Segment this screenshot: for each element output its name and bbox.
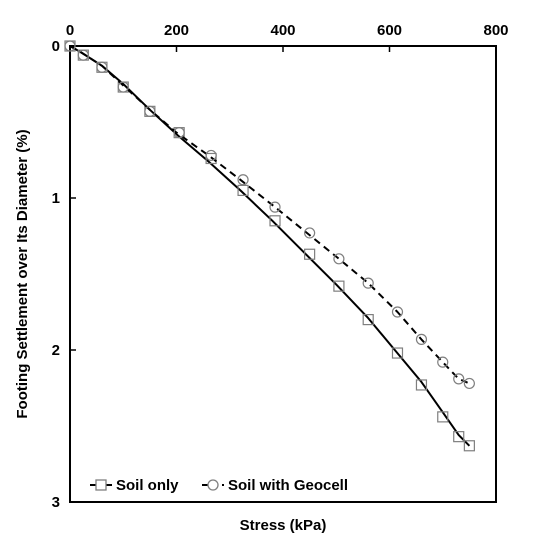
legend-marker-soil-with-geocell xyxy=(207,479,219,491)
data-point-soil-only xyxy=(453,431,465,443)
data-point-soil-with-geocell xyxy=(77,49,89,61)
data-point-soil-with-geocell xyxy=(96,61,108,73)
data-point-soil-with-geocell xyxy=(269,201,281,213)
series-layer xyxy=(64,40,475,452)
data-point-soil-only xyxy=(269,215,281,227)
ticks-layer: 0 200 400 600 800 0 1 2 3 xyxy=(52,22,509,511)
y-tick-label: 3 xyxy=(52,494,60,511)
x-tick-label: 400 xyxy=(270,22,295,39)
series-line-soil-with-geocell xyxy=(69,45,470,385)
y-tick-label: 2 xyxy=(52,342,60,359)
legend-marker-soil-only xyxy=(95,479,107,491)
data-point-soil-with-geocell xyxy=(463,377,475,390)
data-point-soil-only xyxy=(333,280,345,292)
data-point-soil-with-geocell xyxy=(333,253,345,265)
data-point-soil-with-geocell xyxy=(144,105,156,117)
data-point-soil-with-geocell xyxy=(304,227,316,239)
data-point-soil-with-geocell xyxy=(173,127,185,139)
data-point-soil-only xyxy=(237,184,249,196)
legend-label-soil-only: Soil only xyxy=(116,477,179,494)
data-point-soil-with-geocell xyxy=(437,356,449,368)
data-point-soil-only xyxy=(437,411,449,423)
data-point-soil-with-geocell xyxy=(64,40,76,52)
y-axis-title: Footing Settlement over Its Diameter (%) xyxy=(14,129,31,418)
data-point-soil-with-geocell xyxy=(391,306,404,318)
y-tick-label: 1 xyxy=(52,190,60,207)
data-point-soil-with-geocell xyxy=(117,81,129,93)
data-point-soil-only xyxy=(304,248,316,260)
legend: Soil only Soil with Geocell xyxy=(90,477,348,494)
data-point-soil-with-geocell xyxy=(453,373,465,385)
data-point-soil-only xyxy=(463,440,475,452)
data-point-soil-with-geocell xyxy=(415,333,428,345)
data-point-soil-with-geocell xyxy=(237,174,249,186)
data-point-soil-only xyxy=(362,314,374,326)
legend-label-soil-with-geocell: Soil with Geocell xyxy=(228,477,348,494)
y-tick-label: 0 xyxy=(52,38,60,55)
plot-frame xyxy=(69,45,497,503)
data-point-soil-only xyxy=(391,347,404,359)
data-point-soil-with-geocell xyxy=(362,277,374,289)
x-axis-title: Stress (kPa) xyxy=(240,517,327,534)
data-point-soil-only xyxy=(205,152,217,165)
data-point-soil-only xyxy=(415,379,428,391)
x-tick-label: 0 xyxy=(66,22,74,39)
x-tick-label: 800 xyxy=(483,22,508,39)
x-tick-label: 200 xyxy=(164,22,189,39)
x-tick-label: 600 xyxy=(377,22,402,39)
series-line-soil-only xyxy=(69,45,471,447)
data-point-soil-with-geocell xyxy=(205,149,217,162)
